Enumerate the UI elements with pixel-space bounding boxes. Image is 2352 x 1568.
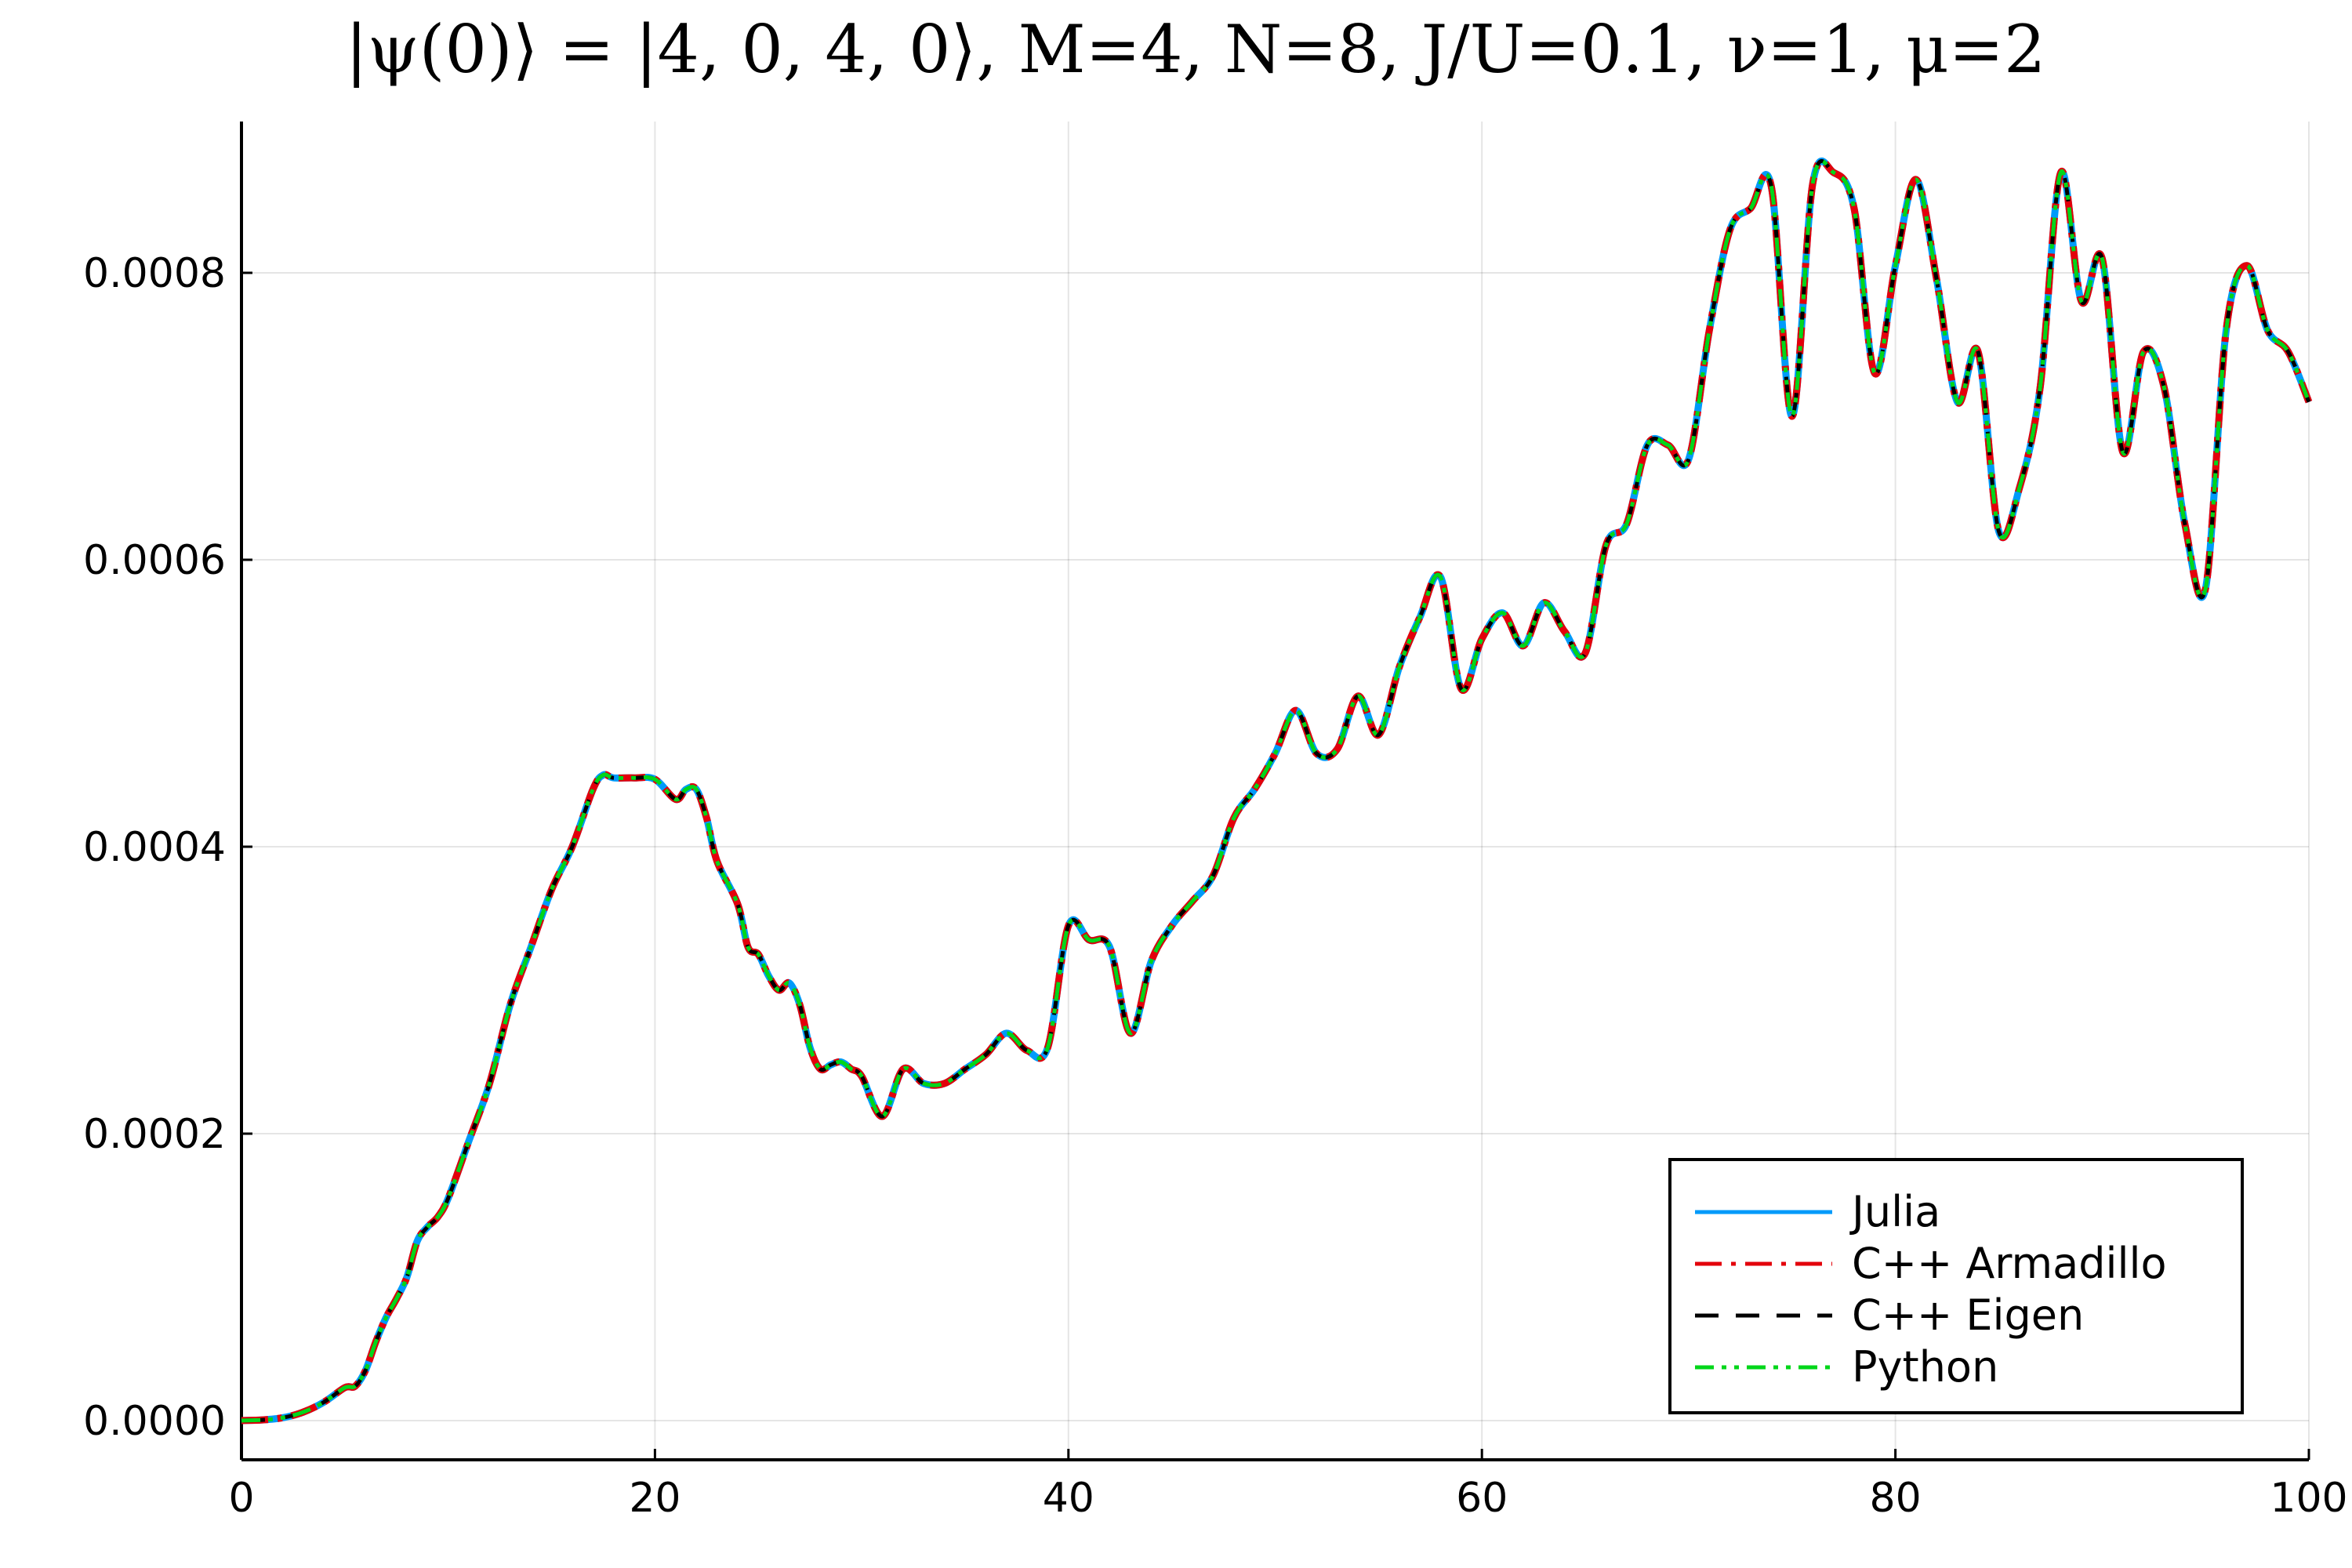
axes <box>240 122 2309 1461</box>
y-tick-label: 0.0004 <box>83 824 226 871</box>
y-tick-label: 0.0000 <box>83 1398 226 1445</box>
x-tick-label: 100 <box>2270 1475 2347 1522</box>
x-tick-label: 60 <box>1456 1475 1508 1522</box>
legend-label: Python <box>1852 1342 1998 1392</box>
x-tick-label: 40 <box>1043 1475 1094 1522</box>
chart-title: |ψ(0)⟩ = |4, 0, 4, 0⟩, M=4, N=8, J/U=0.1… <box>346 11 2046 88</box>
x-tick-label: 0 <box>228 1475 254 1522</box>
series-line-python <box>241 158 2311 1423</box>
y-tick-label: 0.0008 <box>83 250 226 297</box>
legend-label: Julia <box>1849 1187 1940 1236</box>
x-tick-label: 80 <box>1870 1475 1922 1522</box>
grid <box>241 122 2310 1460</box>
y-tick-label: 0.0002 <box>83 1111 226 1158</box>
legend-box <box>1668 1158 2244 1414</box>
legend-label: C++ Armadillo <box>1852 1239 2167 1288</box>
x-tick-label: 20 <box>629 1475 681 1522</box>
legend-label: C++ Eigen <box>1852 1290 2084 1340</box>
y-tick-label: 0.0006 <box>83 537 226 584</box>
tick-labels: 0 20 40 60 80 100 0.0000 0.0002 0.0004 0.0006 0.00… <box>83 250 2348 1522</box>
series-lines <box>241 157 2313 1425</box>
